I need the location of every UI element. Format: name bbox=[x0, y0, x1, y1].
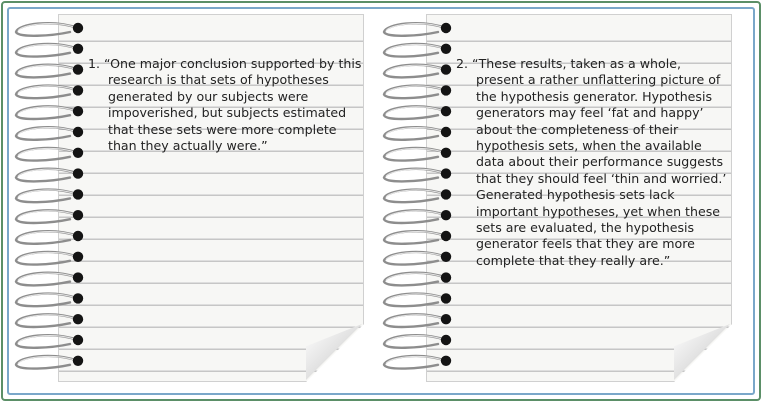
spiral-ring-icon bbox=[382, 334, 452, 349]
note-quote-text: “One major conclusion supported by this … bbox=[104, 56, 362, 154]
spiral-ring-icon bbox=[382, 126, 452, 141]
note-quote: 1. “One major conclusion supported by th… bbox=[88, 56, 362, 154]
spiral-ring-icon bbox=[382, 354, 452, 370]
spiral-ring-icon bbox=[14, 334, 84, 349]
spiral-binding-icon bbox=[382, 22, 452, 370]
spiral-ring-icon bbox=[14, 292, 84, 308]
spiral-ring-icon bbox=[14, 271, 84, 287]
figure-inner-border bbox=[7, 7, 755, 395]
spiral-ring-icon bbox=[14, 84, 84, 100]
spiral-ring-icon bbox=[382, 63, 452, 79]
spiral-ring-icon bbox=[14, 126, 84, 141]
spiral-ring-icon bbox=[382, 188, 452, 204]
spiral-ring-icon bbox=[382, 42, 452, 58]
spiral-ring-icon bbox=[382, 250, 452, 266]
spiral-ring-icon bbox=[14, 188, 84, 204]
spiral-ring-icon bbox=[14, 42, 84, 58]
note-number: 1. bbox=[88, 56, 101, 71]
spiral-ring-icon bbox=[382, 313, 452, 329]
spiral-ring-icon bbox=[14, 209, 84, 225]
spiral-ring-icon bbox=[14, 146, 84, 162]
spiral-ring-icon bbox=[14, 354, 84, 370]
spiral-ring-icon bbox=[382, 105, 452, 121]
spiral-ring-icon bbox=[382, 230, 452, 245]
spiral-ring-icon bbox=[382, 209, 452, 225]
spiral-ring-icon bbox=[14, 63, 84, 79]
spiral-ring-icon bbox=[382, 271, 452, 287]
notepad-2: 2. “These results, taken as a whole, pre… bbox=[382, 14, 732, 382]
notepad-paper bbox=[426, 14, 732, 382]
note-number: 2. bbox=[456, 56, 469, 71]
note-quote: 2. “These results, taken as a whole, pre… bbox=[456, 56, 730, 269]
spiral-ring-icon bbox=[382, 292, 452, 308]
spiral-ring-icon bbox=[382, 167, 452, 183]
spiral-ring-icon bbox=[14, 250, 84, 266]
spiral-binding-icon bbox=[14, 22, 84, 370]
spiral-ring-icon bbox=[14, 167, 84, 183]
notepad-paper bbox=[58, 14, 364, 382]
note-quote-text: “These results, taken as a whole, presen… bbox=[472, 56, 727, 268]
spiral-ring-icon bbox=[382, 146, 452, 162]
spiral-ring-icon bbox=[14, 230, 84, 245]
spiral-ring-icon bbox=[14, 313, 84, 329]
spiral-ring-icon bbox=[14, 105, 84, 121]
spiral-ring-icon bbox=[14, 22, 84, 37]
spiral-ring-icon bbox=[382, 22, 452, 37]
notepad-1: 1. “One major conclusion supported by th… bbox=[14, 14, 364, 382]
spiral-ring-icon bbox=[382, 84, 452, 100]
